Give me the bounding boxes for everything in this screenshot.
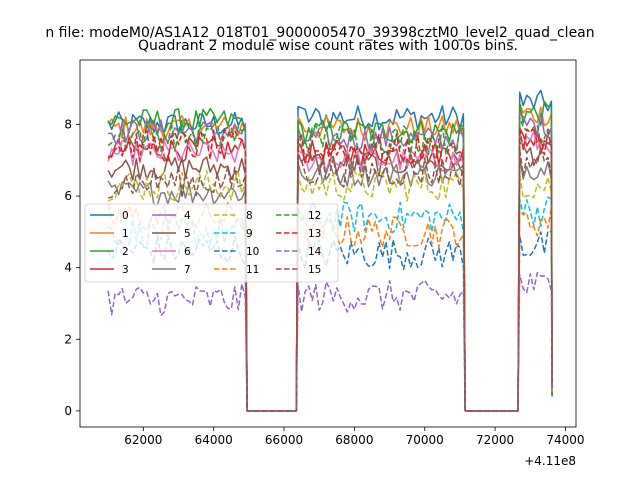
series-line-12 [107,116,553,412]
series-line-13 [107,126,553,412]
legend-label-15: 15 [308,264,321,276]
legend-label-14: 14 [308,246,322,258]
legend-label-0: 0 [122,210,129,222]
y-tick-label: 6 [64,189,72,203]
legend-label-1: 1 [122,228,129,240]
y-tick-label: 8 [64,117,72,131]
legend-label-2: 2 [122,246,129,258]
chart-title: Quadrant 2 module wise count rates with … [138,38,518,54]
legend-label-7: 7 [184,264,191,276]
axes-frame [79,59,577,428]
x-tick-label: 66000 [265,433,303,447]
series-line-14 [107,271,553,412]
x-tick-label: 74000 [546,433,584,447]
legend-label-8: 8 [246,210,253,222]
legend-label-5: 5 [184,228,191,240]
legend-label-10: 10 [246,246,259,258]
x-tick-label: 62000 [124,433,162,447]
series-line-15 [108,146,553,412]
x-tick-label: 72000 [476,433,514,447]
legend-label-11: 11 [246,264,259,276]
series-line-7 [107,155,553,412]
series-line-0 [107,89,553,412]
figure-suptitle: n file: modeM0/AS1A12_018T01_9000005470_… [45,25,594,41]
legend-label-4: 4 [184,210,191,222]
legend-label-12: 12 [308,210,321,222]
legend-label-13: 13 [308,228,321,240]
series-line-8 [107,169,553,412]
y-tick-label: 0 [64,404,72,418]
x-tick-label: 68000 [335,433,373,447]
legend-box [84,203,339,283]
legend-label-3: 3 [122,264,129,276]
axes-layer: 62000 64000 66000 68000 70000 72000 74000 0 2 4 6 8… [64,59,585,468]
y-tick-label: 4 [64,261,72,275]
legend-label-6: 6 [184,246,191,258]
legend-label-9: 9 [246,228,253,240]
x-offset-label: +4.11e8 [524,454,576,468]
x-tick-label: 70000 [406,433,444,447]
y-tick-label: 2 [64,332,72,346]
x-tick-label: 64000 [195,433,233,447]
